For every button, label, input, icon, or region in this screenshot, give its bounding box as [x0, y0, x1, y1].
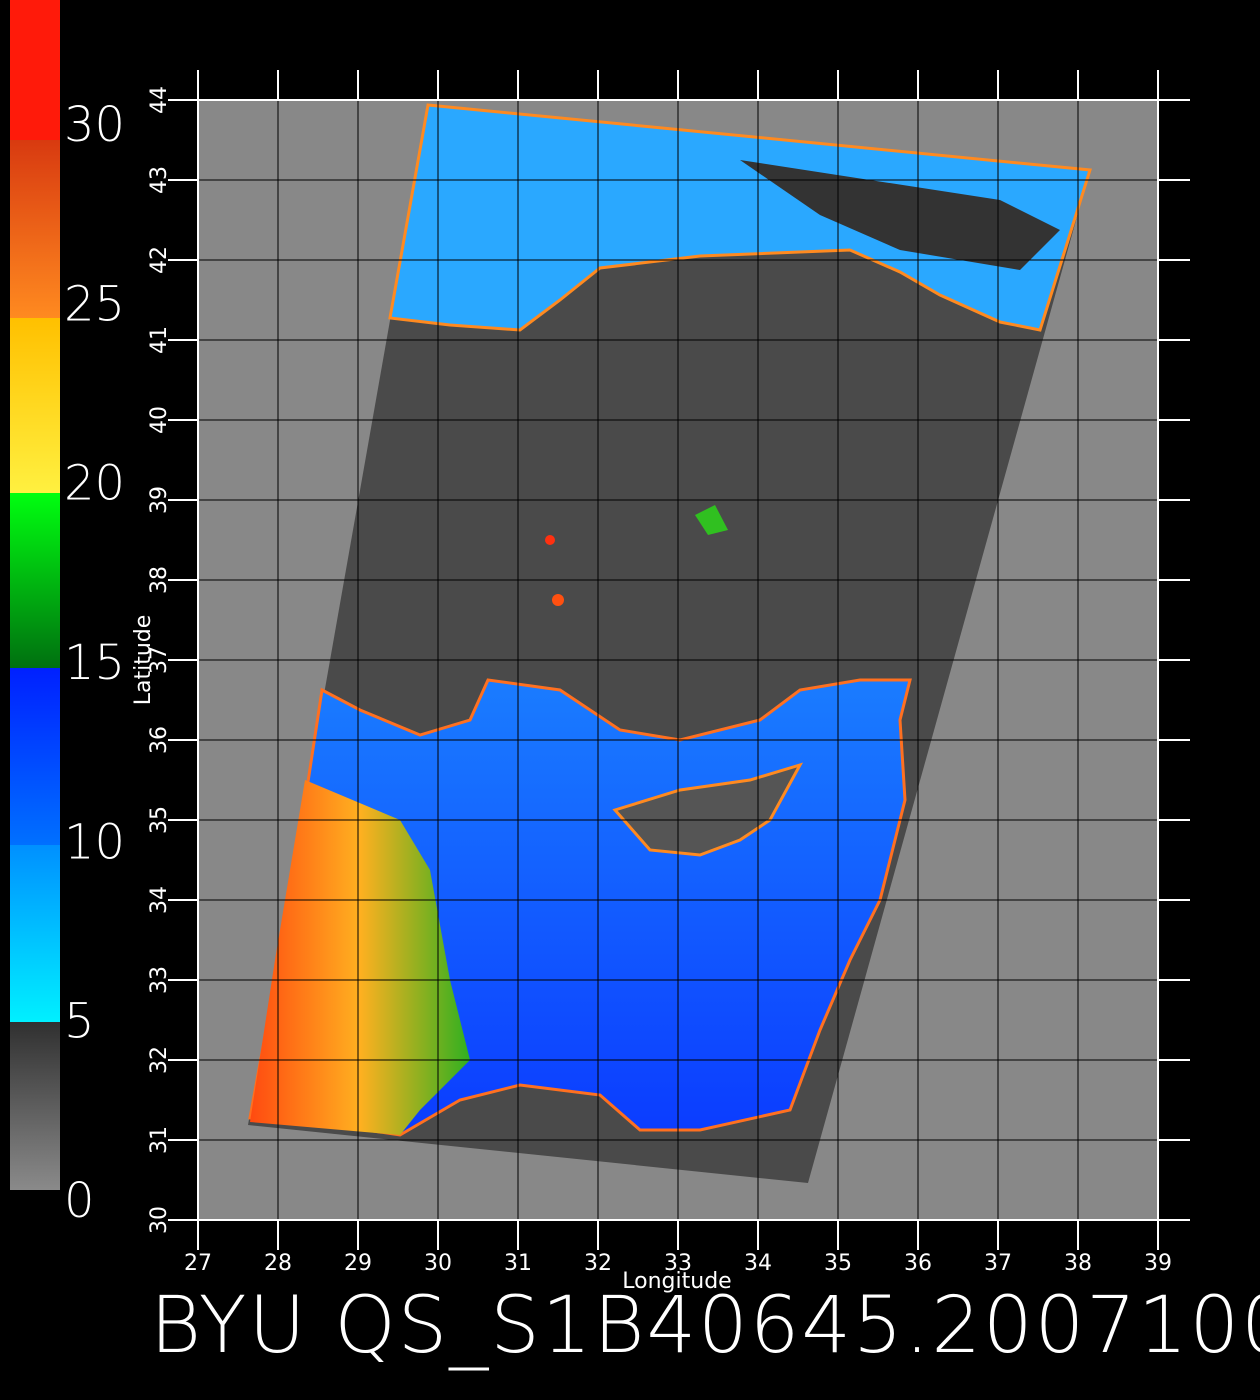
x-tick-label: 34: [744, 1251, 772, 1276]
x-tick-label: 32: [584, 1251, 612, 1276]
colorbar-band: [10, 140, 60, 318]
x-tick-label: 33: [664, 1251, 692, 1276]
colorbar-band: [10, 318, 60, 493]
x-tick-label: 30: [424, 1251, 452, 1276]
wind-patch: [552, 594, 564, 606]
wind-patch: [695, 505, 728, 535]
axes: 27 28 29 30 31 32 33 34 35 36 37 38 39 30 31 32 33 34 35 36…: [147, 70, 1190, 1276]
x-tick-label: 29: [344, 1251, 372, 1276]
x-tick-label: 37: [984, 1251, 1012, 1276]
y-tick-label: 42: [147, 246, 172, 274]
x-tick-label: 35: [824, 1251, 852, 1276]
x-tick-label: 36: [904, 1251, 932, 1276]
y-tick-label: 43: [147, 166, 172, 194]
colorbar-label: 25: [64, 276, 125, 332]
y-tick-label: 41: [147, 326, 172, 354]
high-wind-region: [250, 780, 470, 1135]
land-patch: [740, 160, 1060, 270]
colorbar-label: 15: [64, 635, 125, 691]
x-tick-label: 31: [504, 1251, 532, 1276]
y-tick-label: 40: [147, 406, 172, 434]
colorbar-label: 20: [64, 456, 125, 512]
y-tick-label: 36: [147, 726, 172, 754]
y-tick-label: 35: [147, 806, 172, 834]
y-tick-label: 32: [147, 1046, 172, 1074]
x-tick-label: 38: [1064, 1251, 1092, 1276]
y-tick-label: 37: [147, 646, 172, 674]
colorbar-band: [10, 493, 60, 668]
colorbar-label: 5: [64, 994, 95, 1050]
x-tick-label: 28: [264, 1251, 292, 1276]
colorbar-band: [10, 1022, 60, 1190]
colorbar-label: 30: [64, 97, 125, 153]
x-axis-label: Longitude: [622, 1269, 731, 1294]
y-tick-label: 30: [147, 1206, 172, 1234]
colorbar-band: [10, 668, 60, 845]
colorbar-band: [10, 0, 60, 140]
x-tick-label: 39: [1144, 1251, 1172, 1276]
wind-patch: [545, 535, 555, 545]
y-axis-label: Latitude: [131, 615, 156, 706]
y-tick-label: 39: [147, 486, 172, 514]
title: BYU QS_S1B40645.20071001: [150, 1281, 1260, 1371]
y-tick-label: 33: [147, 966, 172, 994]
black-sea-winds: [388, 103, 1092, 332]
colorbar-label: 10: [64, 814, 125, 870]
y-tick-label: 31: [147, 1126, 172, 1154]
colorbar: [10, 0, 60, 1190]
colorbar-label: 0: [64, 1173, 95, 1229]
x-tick-label: 27: [184, 1251, 212, 1276]
y-tick-label: 38: [147, 566, 172, 594]
y-tick-label: 34: [147, 886, 172, 914]
y-tick-label: 44: [147, 86, 172, 114]
colorbar-band: [10, 845, 60, 1022]
